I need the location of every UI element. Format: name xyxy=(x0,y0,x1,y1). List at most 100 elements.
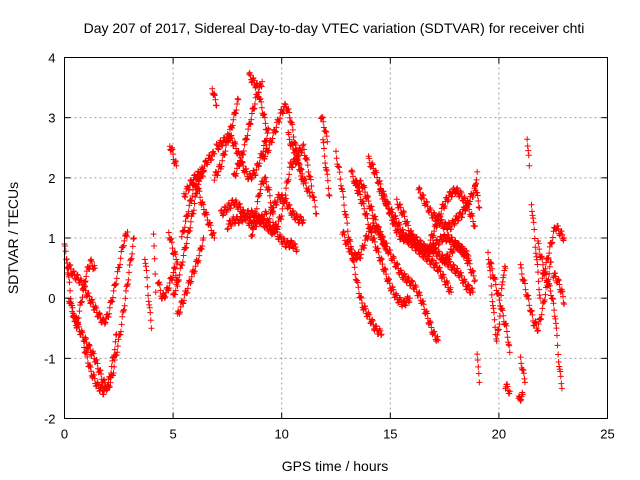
data-point-marker xyxy=(165,229,172,236)
data-point-marker xyxy=(121,306,128,313)
data-point-marker xyxy=(340,194,347,201)
data-point-marker xyxy=(546,250,553,257)
data-point-marker xyxy=(462,278,469,285)
data-point-marker xyxy=(254,80,261,87)
data-point-marker xyxy=(343,214,350,221)
data-point-marker xyxy=(145,298,152,305)
data-point-marker xyxy=(299,219,306,226)
data-point-marker xyxy=(94,360,101,367)
data-point-marker xyxy=(536,286,543,293)
data-point-marker xyxy=(386,276,393,283)
data-point-marker xyxy=(555,351,562,358)
data-point-marker xyxy=(369,317,376,324)
data-point-marker xyxy=(461,195,468,202)
data-point-marker xyxy=(289,121,296,128)
data-point-marker xyxy=(427,207,434,214)
y-tick-label: 1 xyxy=(48,231,55,246)
data-point-marker xyxy=(253,166,260,173)
data-point-marker xyxy=(171,248,178,255)
data-point-marker xyxy=(465,257,472,264)
data-point-marker xyxy=(184,285,191,292)
data-point-marker xyxy=(425,253,432,260)
data-point-marker xyxy=(78,299,85,306)
data-point-marker xyxy=(445,196,452,203)
data-point-marker xyxy=(209,85,216,92)
data-point-marker xyxy=(503,328,510,335)
data-point-marker xyxy=(448,234,455,241)
data-point-marker xyxy=(352,276,359,283)
data-point-marker xyxy=(120,307,127,314)
data-point-marker xyxy=(288,163,295,170)
data-point-marker xyxy=(100,391,107,398)
data-point-marker xyxy=(487,259,494,266)
data-point-marker xyxy=(404,218,411,225)
data-point-marker xyxy=(379,233,386,240)
data-point-marker xyxy=(151,243,158,250)
data-point-marker xyxy=(464,200,471,207)
chart-title: Day 207 of 2017, Sidereal Day-to-day VTE… xyxy=(84,20,585,36)
data-point-marker xyxy=(232,110,239,117)
data-point-marker xyxy=(552,320,559,327)
data-point-marker xyxy=(555,276,562,283)
data-point-marker xyxy=(492,276,499,283)
data-point-marker xyxy=(375,223,382,230)
data-point-marker xyxy=(381,265,388,272)
data-point-marker xyxy=(304,162,311,169)
data-point-marker xyxy=(447,284,454,291)
data-point-marker xyxy=(436,264,443,271)
data-point-marker xyxy=(168,276,175,283)
data-point-marker xyxy=(429,256,436,263)
data-point-marker xyxy=(441,202,448,209)
data-point-marker xyxy=(451,221,458,228)
data-point-marker xyxy=(196,188,203,195)
data-point-marker xyxy=(496,297,503,304)
data-point-marker xyxy=(454,265,461,272)
y-tick-label: -2 xyxy=(44,412,56,427)
data-point-marker xyxy=(548,259,555,266)
data-point-marker xyxy=(273,201,280,208)
data-point-marker xyxy=(196,252,203,259)
data-point-marker xyxy=(496,321,503,328)
data-point-marker xyxy=(72,318,79,325)
data-point-marker xyxy=(229,122,236,129)
data-point-marker xyxy=(401,213,408,220)
data-point-marker xyxy=(469,289,476,296)
data-point-marker xyxy=(558,228,565,235)
data-point-marker xyxy=(278,212,285,219)
data-point-marker xyxy=(88,258,95,265)
data-point-marker xyxy=(349,168,356,175)
data-point-marker xyxy=(198,200,205,207)
data-point-marker xyxy=(243,165,250,172)
data-point-marker xyxy=(468,211,475,218)
data-point-marker xyxy=(390,255,397,262)
data-point-marker xyxy=(494,290,501,297)
data-point-marker xyxy=(236,201,243,208)
data-point-marker xyxy=(310,194,317,201)
data-point-marker xyxy=(389,209,396,216)
data-point-marker xyxy=(313,210,320,217)
data-point-marker xyxy=(78,298,85,305)
data-point-marker xyxy=(263,126,270,133)
data-point-marker xyxy=(192,263,199,270)
data-point-marker xyxy=(248,110,255,117)
data-point-marker xyxy=(93,356,100,363)
data-point-marker xyxy=(344,228,351,235)
data-point-marker xyxy=(392,212,399,219)
data-point-marker xyxy=(186,186,193,193)
data-point-marker xyxy=(247,120,254,127)
data-point-marker xyxy=(233,170,240,177)
data-point-marker xyxy=(529,212,536,219)
data-point-marker xyxy=(355,183,362,190)
data-point-marker xyxy=(377,332,384,339)
data-point-marker xyxy=(337,182,344,189)
data-point-marker xyxy=(120,242,127,249)
data-point-marker xyxy=(491,309,498,316)
data-point-marker xyxy=(126,269,133,276)
data-point-marker xyxy=(113,280,120,287)
data-point-marker xyxy=(363,210,370,217)
data-point-marker xyxy=(428,247,435,254)
data-point-marker xyxy=(362,212,369,219)
data-point-marker xyxy=(62,243,69,250)
data-point-marker xyxy=(122,295,129,302)
